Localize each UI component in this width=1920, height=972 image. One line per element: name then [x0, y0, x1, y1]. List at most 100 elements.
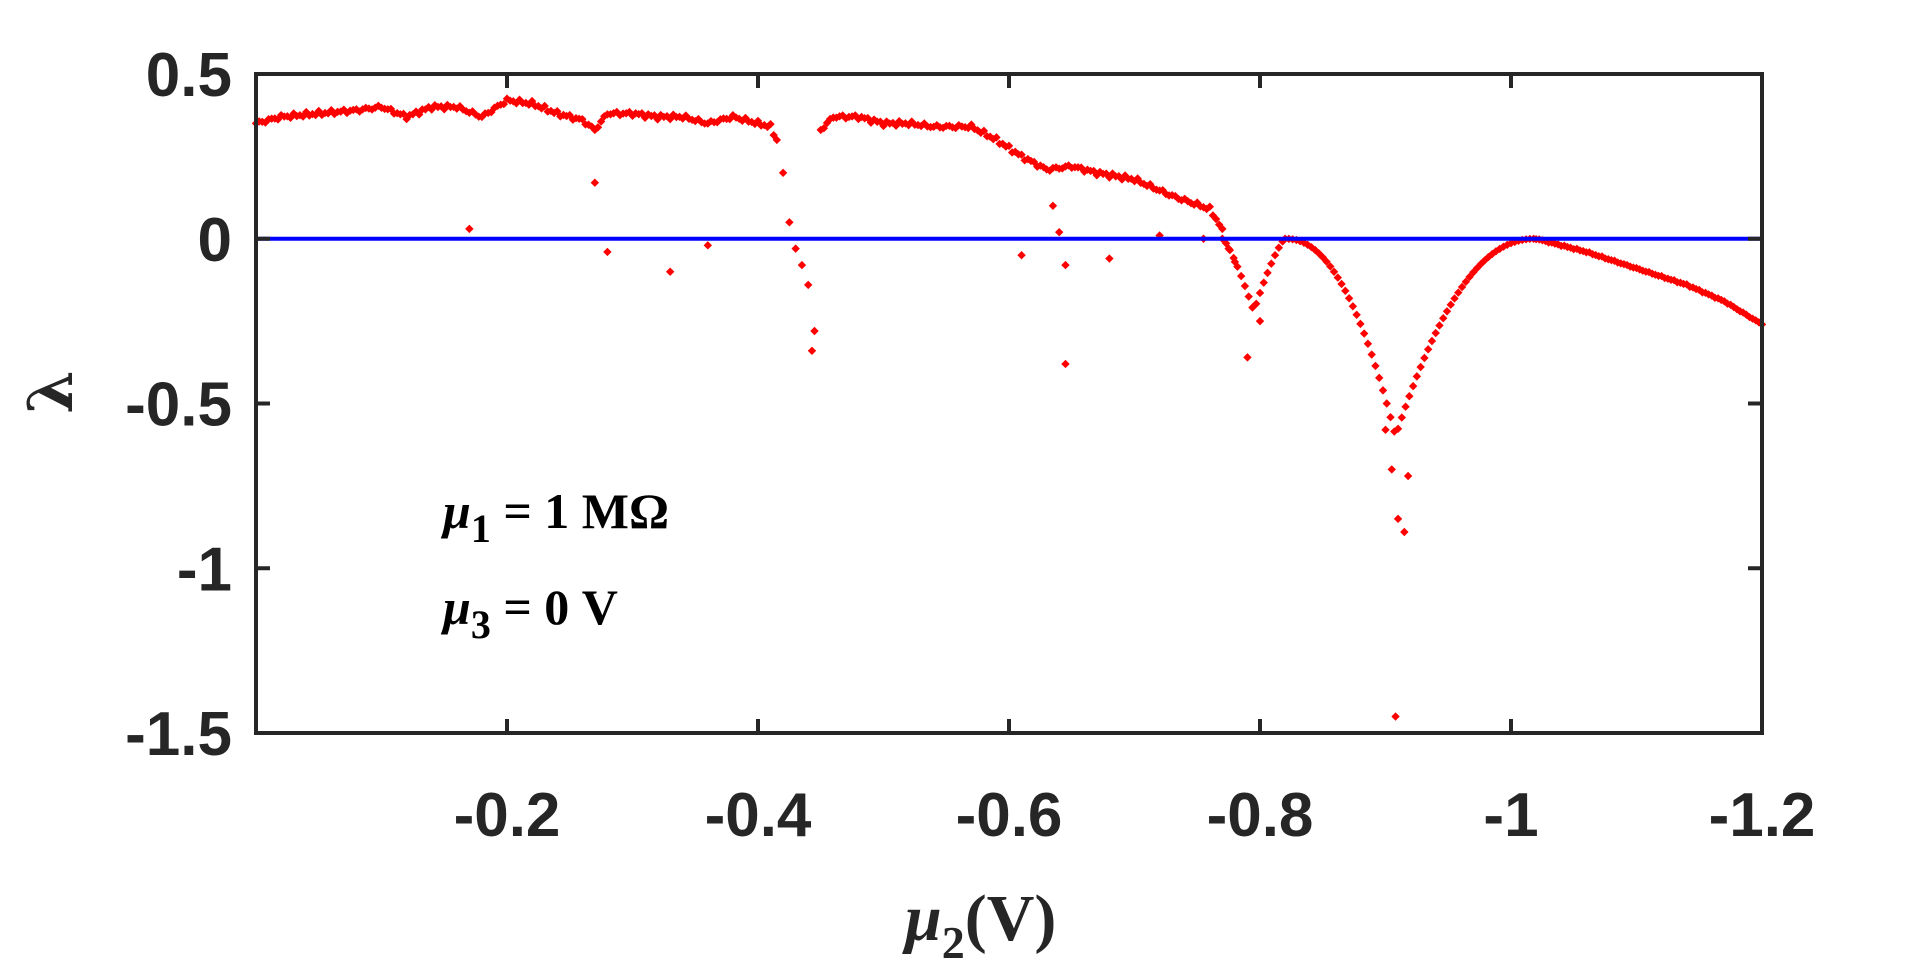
data-point — [967, 120, 976, 129]
data-point — [1495, 244, 1504, 254]
data-point — [512, 99, 521, 108]
data-point — [1326, 262, 1335, 271]
y-axis-label: λ — [14, 370, 87, 413]
data-point — [1233, 262, 1242, 271]
data-point — [1735, 307, 1745, 316]
data-point — [1457, 282, 1467, 292]
y-tick-label: 0.5 — [146, 41, 232, 110]
data-point — [1205, 202, 1214, 211]
data-point — [1039, 162, 1048, 172]
data-point — [665, 267, 675, 276]
data-point — [1704, 290, 1713, 299]
data-point — [1108, 169, 1117, 178]
data-point — [869, 115, 879, 124]
data-point — [1240, 281, 1250, 291]
data-point — [1171, 191, 1180, 201]
data-point — [553, 107, 562, 116]
data-point — [992, 133, 1001, 142]
data-point — [637, 109, 647, 118]
data-point — [1363, 339, 1373, 348]
data-point — [1352, 310, 1361, 319]
data-point — [1133, 174, 1142, 183]
data-point — [515, 95, 524, 104]
data-point — [1745, 312, 1754, 322]
data-point — [857, 112, 866, 122]
data-point — [509, 97, 518, 106]
data-point — [358, 105, 367, 114]
data-point — [1311, 245, 1320, 255]
data-point — [772, 135, 782, 145]
data-point — [1541, 236, 1550, 246]
data-point — [1450, 294, 1459, 303]
data-point — [1371, 361, 1380, 371]
data-point — [1566, 243, 1575, 252]
annotation-mu3-value: = 0 V — [491, 579, 618, 635]
data-point — [606, 110, 615, 119]
data-point — [1329, 267, 1339, 276]
data-point — [1263, 268, 1272, 278]
data-point — [1023, 154, 1033, 164]
data-point — [1180, 194, 1189, 204]
annotation-mu1: μ1 = 1 MΩ — [440, 483, 669, 551]
x-tick-label: -0.2 — [454, 781, 561, 850]
data-point — [750, 119, 760, 129]
data-point — [1270, 251, 1280, 260]
data-point — [1259, 278, 1268, 287]
data-point — [669, 110, 678, 119]
data-point — [499, 99, 509, 109]
data-point — [1635, 265, 1644, 274]
data-point — [1503, 240, 1512, 250]
data-point — [785, 218, 794, 227]
data-point — [527, 96, 537, 106]
data-point — [1465, 272, 1474, 282]
data-point — [1061, 359, 1070, 369]
data-point — [1397, 413, 1407, 422]
data-point — [298, 112, 308, 121]
data-point — [1713, 294, 1723, 303]
data-point — [938, 123, 948, 133]
data-point — [424, 102, 433, 112]
data-point — [945, 121, 954, 131]
x-tick-label: -1 — [1483, 781, 1538, 850]
data-point — [1333, 273, 1343, 282]
data-point — [1378, 386, 1388, 395]
data-point — [763, 122, 772, 132]
data-point — [521, 98, 531, 108]
data-point — [703, 241, 712, 250]
data-point — [546, 106, 556, 116]
data-point — [327, 105, 336, 115]
axis-ticks: -0.2 -0.4 -0.6 -0.8 -1 -1.2 0.5 0 -0.5 -1 -1.5 — [125, 41, 1815, 850]
data-point — [1102, 169, 1111, 178]
data-point — [1055, 227, 1064, 237]
x-tick-label: -1.2 — [1709, 781, 1816, 850]
data-point — [964, 123, 973, 133]
y-tick-label: -0.5 — [125, 371, 232, 440]
data-point — [1221, 239, 1231, 248]
data-point — [694, 114, 703, 124]
data-point — [1274, 243, 1284, 252]
x-axis-label-subscript: 2 — [942, 917, 965, 968]
data-point — [970, 124, 979, 134]
x-tick-label: -0.6 — [956, 781, 1063, 850]
data-point — [1416, 362, 1425, 372]
data-point — [1393, 424, 1403, 433]
data-point — [1442, 307, 1452, 316]
x-axis-label-unit: (V) — [965, 882, 1057, 955]
x-axis-label-symbol: μ — [902, 882, 942, 955]
data-point — [540, 101, 549, 111]
data-point — [653, 115, 662, 124]
data-point — [1186, 198, 1196, 208]
data-point — [1248, 303, 1257, 312]
data-point — [866, 118, 876, 127]
data-point — [1420, 353, 1429, 363]
data-point — [891, 121, 901, 130]
data-point — [487, 107, 496, 117]
data-point — [1004, 141, 1014, 151]
data-point — [1048, 201, 1058, 210]
data-point — [578, 114, 587, 124]
data-point — [1076, 163, 1086, 172]
data-point — [502, 94, 512, 103]
data-point — [1267, 259, 1276, 268]
data-point — [1391, 712, 1400, 721]
